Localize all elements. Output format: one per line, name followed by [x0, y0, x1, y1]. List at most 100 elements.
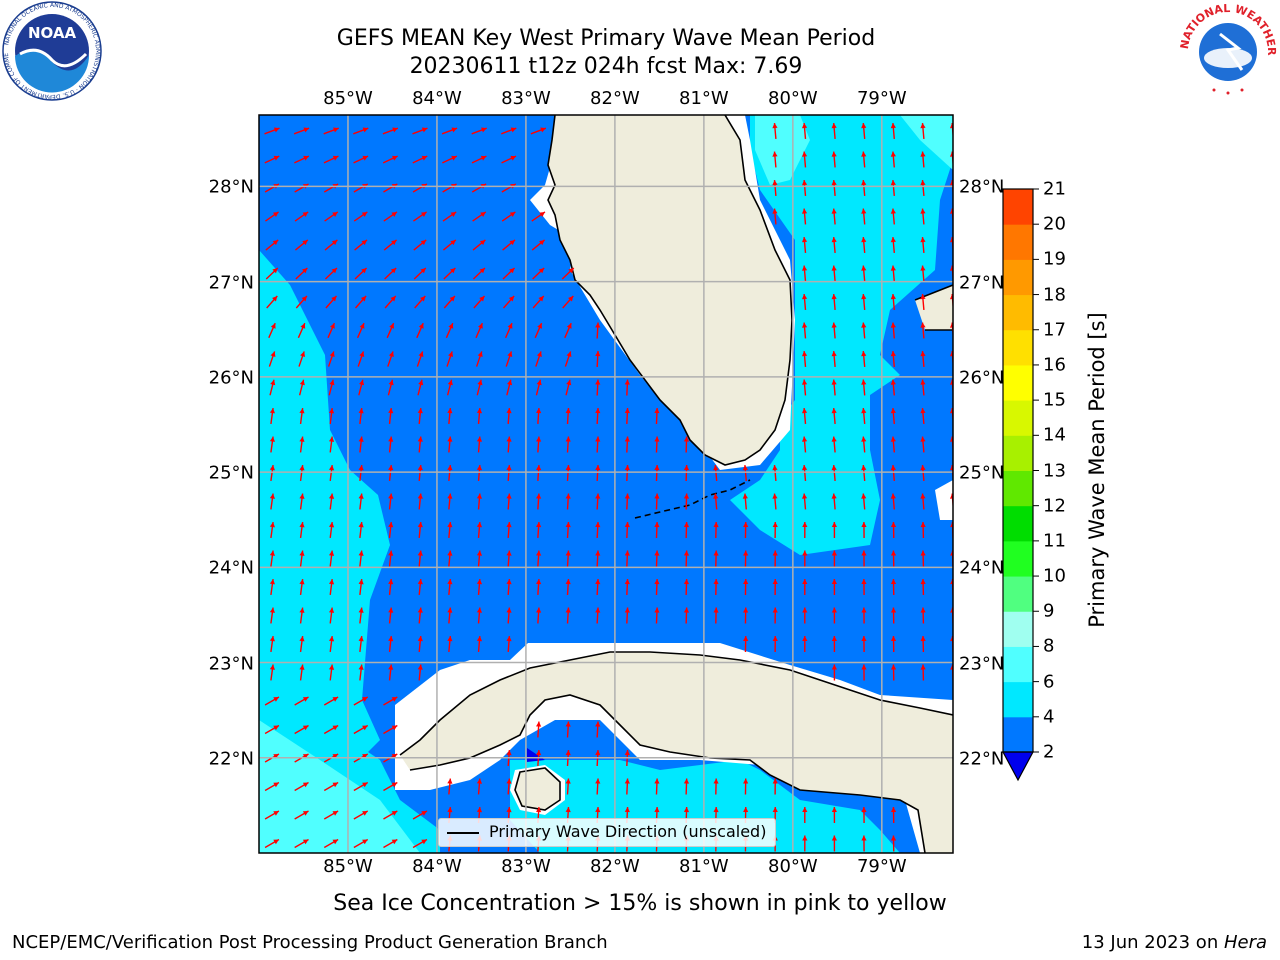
wave-arrow	[713, 464, 719, 482]
wave-arrow	[328, 521, 335, 539]
lat-label: 27°N	[208, 272, 254, 294]
wave-arrow	[683, 493, 690, 510]
wave-arrow	[831, 835, 837, 852]
wave-arrow	[565, 578, 571, 596]
wave-arrow	[595, 607, 601, 624]
wave-arrow	[890, 293, 896, 311]
wave-arrow	[442, 155, 458, 164]
wave-arrow	[624, 493, 630, 510]
wave-arrow	[920, 208, 926, 225]
wave-arrow	[358, 635, 364, 653]
wave-arrow	[417, 407, 423, 425]
wave-arrow	[536, 521, 542, 539]
wave-arrow	[536, 721, 542, 738]
wave-arrow	[353, 155, 369, 164]
wave-arrow	[447, 407, 453, 425]
wave-arrow	[890, 379, 896, 396]
wave-arrow	[565, 436, 571, 453]
colorbar-tick-label: 11	[1043, 530, 1066, 552]
wave-arrow	[802, 578, 808, 596]
wave-arrow	[861, 407, 867, 425]
wave-arrow	[443, 267, 456, 280]
wave-arrow	[387, 379, 394, 396]
colorbar-tick-label: 8	[1043, 635, 1055, 657]
wave-arrow	[562, 295, 574, 309]
colorbar-title: Primary Wave Mean Period [s]	[1085, 312, 1109, 628]
wave-arrow	[475, 351, 483, 367]
wave-arrow	[801, 493, 808, 510]
wave-arrow	[920, 293, 926, 311]
sea-ice-caption: Sea Ice Concentration > 15% is shown in …	[333, 891, 947, 916]
wave-arrow	[654, 578, 660, 596]
wave-arrow	[294, 810, 309, 820]
wave-arrow	[388, 521, 394, 539]
wave-arrow	[447, 550, 453, 567]
colorbar-tick-label: 19	[1043, 248, 1066, 270]
wave-arrow	[802, 607, 808, 624]
wave-arrow	[654, 521, 660, 539]
wave-arrow	[654, 778, 660, 795]
wave-arrow	[354, 239, 368, 251]
wave-arrow	[831, 464, 837, 482]
wave-arrow	[861, 578, 867, 596]
wave-arrow	[476, 550, 483, 567]
wave-arrow	[831, 293, 837, 311]
wave-arrow	[358, 407, 364, 425]
wave-arrow	[831, 122, 837, 140]
wave-arrow	[358, 578, 364, 596]
wave-arrow	[264, 696, 280, 706]
wave-arrow	[536, 464, 542, 482]
wave-arrow	[472, 239, 486, 251]
wave-arrow	[831, 635, 837, 653]
colorbar-tick-label: 21	[1043, 178, 1066, 200]
lat-label: 28°N	[959, 176, 1005, 198]
wave-arrow	[324, 211, 339, 222]
legend-line-icon	[447, 832, 479, 834]
footer-machine: Hera	[1223, 932, 1267, 953]
wave-arrow	[356, 322, 365, 339]
wave-arrow	[264, 724, 280, 735]
wave-arrow	[388, 407, 394, 425]
wave-arrow	[357, 351, 365, 367]
wave-arrow	[861, 436, 867, 453]
wave-arrow	[683, 436, 690, 453]
wave-arrow	[264, 810, 280, 820]
lon-label: 81°W	[679, 88, 729, 109]
wave-arrow	[269, 493, 275, 510]
wave-arrow	[353, 781, 369, 792]
wave-arrow	[861, 379, 867, 396]
wave-arrow	[294, 724, 309, 735]
wave-arrow	[743, 521, 749, 539]
wave-arrow	[742, 493, 748, 510]
wave-arrow	[595, 578, 601, 596]
wave-arrow	[713, 521, 719, 539]
map-title: GEFS MEAN Key West Primary Wave Mean Per…	[336, 26, 876, 51]
wave-arrow	[920, 151, 926, 168]
wave-arrow	[772, 578, 778, 596]
wave-arrow	[831, 407, 837, 425]
wave-arrow	[293, 127, 310, 135]
wave-arrow	[506, 436, 512, 453]
wave-arrow	[443, 295, 456, 309]
wave-arrow	[354, 295, 367, 309]
wave-arrow	[476, 521, 483, 539]
wave-arrow	[384, 267, 397, 280]
lat-label: 23°N	[959, 653, 1005, 675]
wave-arrow	[472, 267, 486, 280]
wave-arrow	[328, 635, 335, 653]
wave-arrow	[624, 464, 630, 482]
noaa-logo-text: NOAA	[28, 24, 77, 42]
wave-arrow	[298, 379, 305, 396]
ocean-period-6-8-southwest	[259, 720, 420, 853]
wave-arrow	[417, 664, 423, 681]
wave-arrow	[269, 521, 275, 539]
wave-arrow	[265, 239, 279, 251]
wave-arrow	[683, 464, 690, 482]
wave-arrow	[358, 436, 364, 453]
lat-label: 24°N	[959, 557, 1005, 579]
wave-arrow	[447, 464, 453, 482]
wave-arrow	[624, 578, 630, 596]
wave-arrow	[890, 350, 896, 368]
wave-arrow	[802, 521, 808, 539]
wave-arrow	[358, 550, 364, 567]
